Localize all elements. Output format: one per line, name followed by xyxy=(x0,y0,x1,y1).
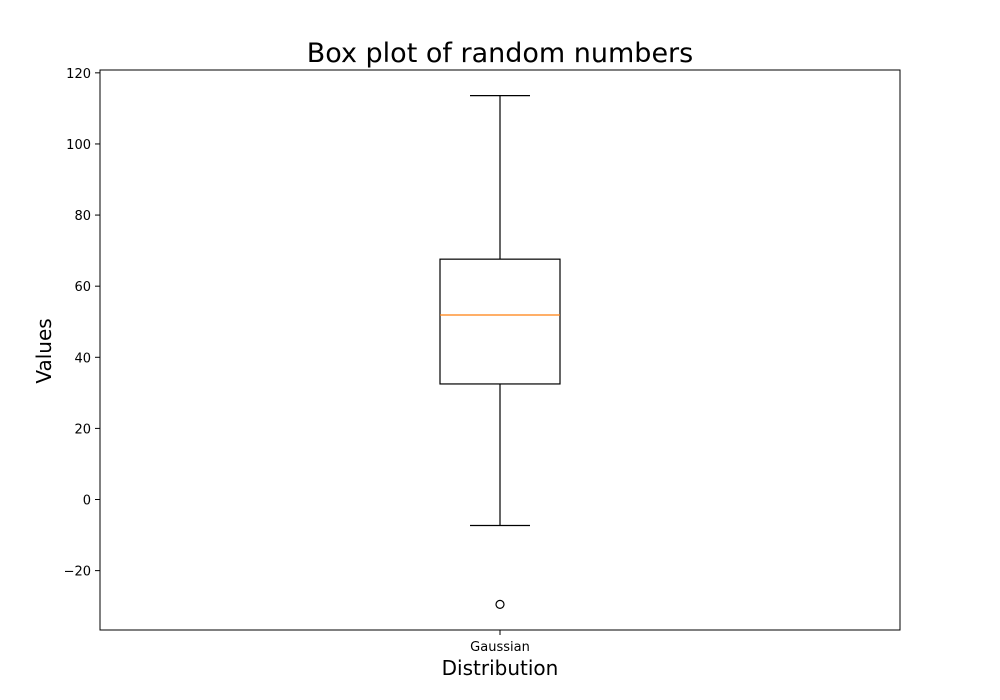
y-axis-ticks: −20 0 20 40 60 80 100 120 xyxy=(64,67,100,580)
y-tick-label: 60 xyxy=(74,280,91,295)
y-tick-label: −20 xyxy=(64,565,91,580)
plot-area-frame xyxy=(99,69,901,631)
y-tick-label: 0 xyxy=(83,494,91,509)
y-tick-label: 20 xyxy=(74,422,91,437)
x-tick-label: Gaussian xyxy=(470,640,530,655)
y-tick-label: 80 xyxy=(74,209,91,224)
chart-title: Box plot of random numbers xyxy=(307,38,693,69)
interquartile-box xyxy=(439,258,561,385)
y-tick-label: 120 xyxy=(66,67,91,82)
outlier-point xyxy=(495,599,505,610)
y-tick-label: 40 xyxy=(74,351,91,366)
x-axis-ticks: Gaussian xyxy=(470,630,530,655)
y-axis-title: Values xyxy=(32,318,56,383)
box-group xyxy=(439,94,561,610)
x-axis-title: Distribution xyxy=(442,656,559,680)
box-series xyxy=(439,94,561,610)
y-tick-label: 100 xyxy=(66,138,91,153)
